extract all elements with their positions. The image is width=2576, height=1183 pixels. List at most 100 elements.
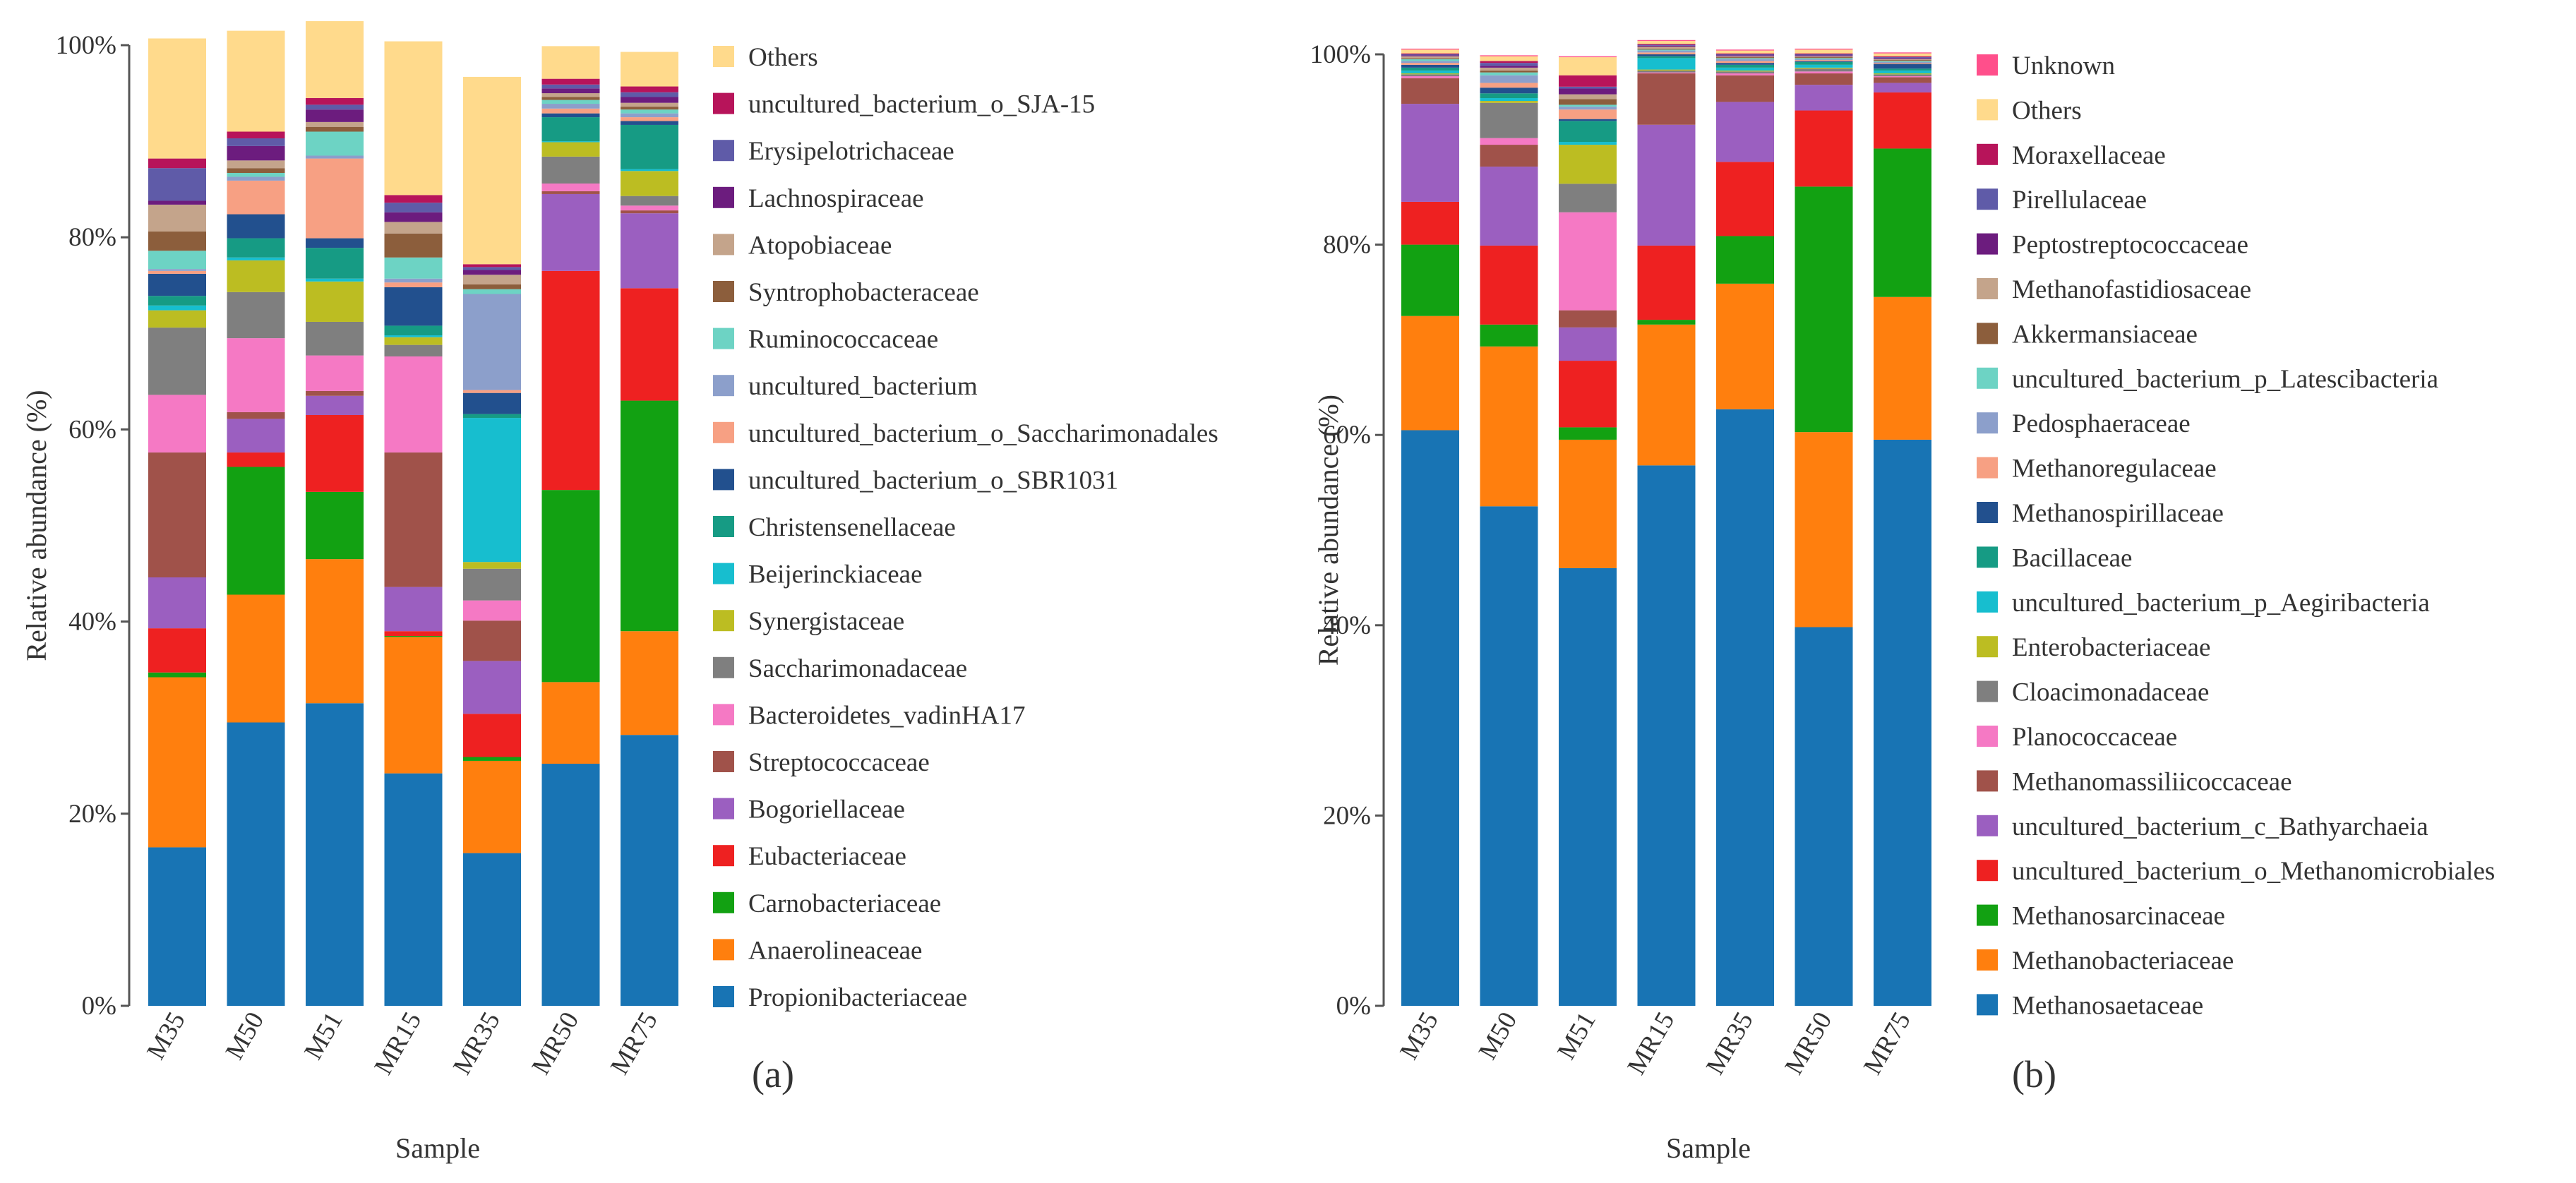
panel-a-y-tick-label: 80% (68, 223, 116, 252)
panel-a-bar-segment (463, 760, 521, 853)
panel-b-bar-segment (1716, 54, 1774, 56)
panel-b-bar-segment (1874, 68, 1931, 71)
panel-a-bar-segment (541, 46, 600, 79)
panel-b-legend-label: Moraxellaceae (2012, 141, 2166, 170)
panel-a-bar-segment (306, 131, 364, 156)
panel-b-legend-swatch (1977, 412, 1998, 434)
panel-a-bar-segment (541, 97, 600, 100)
panel-b-y-axis-title: Relative abundance (%) (1312, 395, 1344, 666)
panel-b-bar-segment (1716, 73, 1774, 76)
panel-a-bar-segment (227, 176, 285, 181)
panel-a-bar-segment (148, 168, 206, 201)
panel-b-bar-segment (1559, 310, 1617, 328)
panel-a-bar-segment (621, 102, 678, 107)
panel-b-bar-segment (1874, 58, 1931, 59)
panel-a-bar-segment (384, 356, 443, 453)
panel-a-bar-segment (227, 238, 285, 258)
panel-a-legend-label: Anaerolineaceae (748, 936, 922, 965)
panel-a-bar-segment (541, 191, 600, 194)
panel-a-bar-segment (306, 155, 364, 159)
panel-b-bar-segment (1559, 184, 1617, 212)
panel-b-legend-swatch (1977, 904, 1998, 926)
panel-a-bar-segment (541, 183, 600, 191)
panel-a-bar-segment (227, 160, 285, 169)
panel-a-bar-segment (384, 233, 443, 258)
panel-a-bar-segment (306, 20, 364, 98)
panel-b-legend-swatch (1977, 994, 1998, 1016)
panel-b-bar-segment (1874, 76, 1931, 78)
panel-b-legend-swatch (1977, 54, 1998, 76)
panel-a-bar-segment (621, 631, 678, 735)
panel-b-label: (b) (2012, 1053, 2056, 1095)
panel-b-y-tick-label: 0% (1336, 992, 1371, 1021)
panel-a-bar-segment (148, 251, 206, 270)
panel-a-legend-swatch (713, 610, 734, 632)
panel-a-legend-swatch (713, 375, 734, 397)
panel-a-legend-label: Lachnospiraceae (748, 184, 924, 213)
panel-a-bar-segment (463, 714, 521, 757)
panel-a-bar-segment (541, 117, 600, 142)
panel-b-bar-segment (1637, 56, 1696, 59)
panel-b-bar-segment (1716, 409, 1774, 1006)
panel-a-bar-segment (306, 395, 364, 415)
panel-b-bar-segment (1559, 142, 1617, 145)
panel-b-bar-segment (1874, 64, 1931, 69)
panel-a-bar-segment (306, 126, 364, 132)
panel-b-bar-segment (1874, 92, 1931, 149)
panel-b-legend-label: Methanofastidiosaceae (2012, 275, 2251, 304)
panel-b-bar-segment (1401, 201, 1459, 245)
panel-a-bar-segment (384, 637, 443, 774)
panel-a-bar-segment (306, 390, 364, 396)
panel-b-bar-segment (1795, 58, 1853, 59)
panel-b-bar-segment (1795, 68, 1853, 72)
panel-b-bar-segment (1874, 52, 1931, 54)
panel-a-bar-segment (384, 195, 443, 203)
panel-a-bar-segment (148, 452, 206, 577)
panel-a-bar-segment (227, 131, 285, 139)
panel-b-legend-swatch (1977, 860, 1998, 882)
panel-b-bar-segment (1637, 47, 1696, 49)
panel-b-bar-segment (1716, 75, 1774, 102)
panel-b-legend-swatch (1977, 949, 1998, 971)
panel-b-legend-label: uncultured_bacterium_p_Latescibacteria (2012, 365, 2438, 394)
panel-a-bar-segment (463, 853, 521, 1006)
panel-a-y-tick-label: 20% (68, 800, 116, 829)
panel-b-bar-segment (1795, 59, 1853, 61)
panel-a-legend-label: Bogoriellaceae (748, 795, 905, 824)
panel-b-bar-segment (1480, 88, 1538, 94)
panel-a-bar-segment (384, 587, 443, 632)
panel-b-x-tick-label: M35 (1394, 1007, 1444, 1064)
panel-b-bar-segment (1795, 61, 1853, 65)
panel-a-legend-swatch (713, 328, 734, 349)
panel-b-bar-segment (1795, 71, 1853, 73)
panel-a-bar-segment (148, 672, 206, 678)
panel-b-bar-segment (1480, 72, 1538, 76)
panel-b-bar-segment (1874, 74, 1931, 77)
panel-a-bar-segment (227, 173, 285, 177)
panel-b-bar-segment (1559, 86, 1617, 89)
panel-a-legend-swatch (713, 92, 734, 114)
panel-a-x-tick-label: MR35 (448, 1007, 506, 1079)
panel-b-bar-segment (1480, 56, 1538, 61)
panel-b-bar-segment (1795, 57, 1853, 59)
panel-b-legend-swatch (1977, 367, 1998, 389)
panel-a-bar-segment (148, 847, 206, 1006)
panel-b-bar-segment (1480, 55, 1538, 56)
panel-a-chart: 0% 20% 40% 60% 80% 100% Relative abundance (%)… (20, 20, 1218, 1164)
panel-a-legend-label: uncultured_bacterium_o_SJA-15 (748, 90, 1095, 119)
panel-a-bar-segment (148, 577, 206, 629)
panel-a-bar-segment (227, 168, 285, 174)
panel-b-bar-segment (1637, 73, 1696, 125)
panel-a-bar-segment (541, 100, 600, 104)
panel-b-bar-segment (1637, 54, 1696, 56)
panel-b-bar-segment (1795, 49, 1853, 54)
panel-b-bar-segment (1795, 60, 1853, 61)
panel-a-bar-segment (621, 121, 678, 125)
panel-b-bar-segment (1480, 324, 1538, 347)
panel-a-bar-segment (384, 325, 443, 336)
panel-a-bar-segment (541, 682, 600, 764)
panel-a-bar-segment (148, 270, 206, 274)
panel-a-bar-segment (541, 93, 600, 97)
panel-b-bar-segment (1401, 55, 1459, 56)
panel-a-bar-segment (306, 121, 364, 127)
